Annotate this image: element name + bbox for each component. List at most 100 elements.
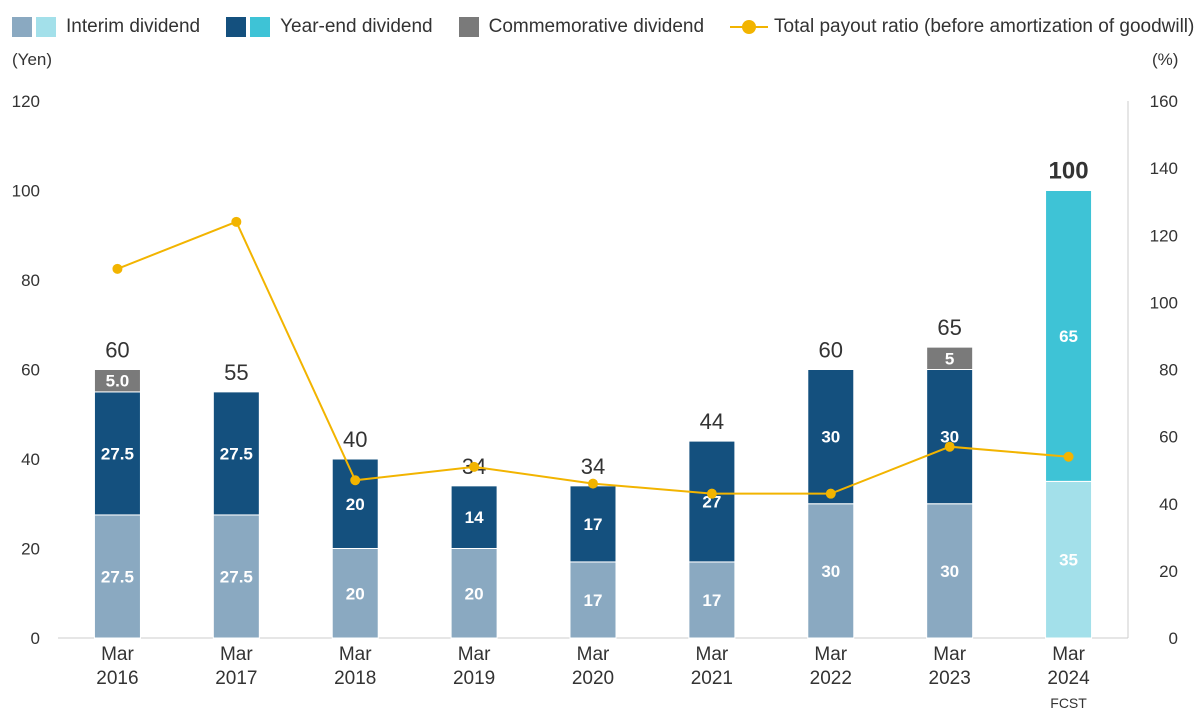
- bar-total-label: 44: [700, 409, 724, 434]
- bar-value-label: 27.5: [220, 444, 253, 463]
- right-tick-label: 100: [1150, 293, 1178, 312]
- bar-total-label: 60: [819, 338, 843, 363]
- bar-interim: [926, 503, 974, 639]
- bar-yearend: [1045, 190, 1093, 482]
- bar-value-label: 20: [346, 495, 365, 514]
- x-tick-label: 2024: [1047, 668, 1090, 689]
- x-tick-label: Mar: [458, 644, 491, 665]
- payout-ratio-point: [350, 475, 361, 486]
- legend-interim-swatch: [12, 17, 32, 37]
- bar-interim: [688, 561, 736, 639]
- bar-commemorative: [926, 346, 974, 370]
- x-tick-label: 2020: [572, 668, 614, 689]
- bar-yearend: [450, 485, 498, 550]
- bar-value-label: 35: [1059, 551, 1078, 570]
- legend-commemorative-swatch: [458, 17, 479, 37]
- left-tick-label: 0: [31, 629, 40, 648]
- left-tick-label: 100: [12, 182, 40, 201]
- x-tick-label: 2023: [929, 668, 971, 689]
- right-tick-label: 80: [1159, 361, 1178, 380]
- payout-ratio-point: [469, 461, 480, 472]
- bar-yearend: [688, 440, 736, 563]
- x-tick-label: Mar: [696, 644, 729, 665]
- left-axis-unit: (Yen): [12, 50, 53, 69]
- x-tick-label: Mar: [933, 644, 966, 665]
- bar-commemorative: [93, 369, 141, 393]
- bar-yearend: [926, 369, 974, 505]
- bar-value-label: 14: [465, 508, 484, 527]
- bar-value-label: 30: [940, 562, 959, 581]
- bar-total-label: 55: [224, 360, 248, 385]
- payout-ratio-point: [825, 488, 836, 499]
- payout-ratio-point: [706, 488, 717, 499]
- right-tick-label: 120: [1150, 226, 1178, 245]
- right-tick-label: 140: [1150, 159, 1178, 178]
- left-tick-label: 80: [21, 271, 40, 290]
- x-tick-label: Mar: [220, 644, 253, 665]
- bar-value-label: 17: [584, 591, 603, 610]
- bar-total-label: 40: [343, 427, 367, 452]
- bar-value-label: 65: [1059, 327, 1078, 346]
- bar-yearend: [807, 369, 855, 505]
- right-tick-label: 0: [1169, 629, 1178, 648]
- bar-value-label: 27.5: [101, 567, 134, 586]
- x-tick-label: Mar: [1052, 644, 1085, 665]
- x-tick-label: Mar: [577, 644, 610, 665]
- legend-payout: Total payout ratio (before amortization …: [730, 16, 1194, 38]
- left-tick-label: 20: [21, 540, 40, 559]
- bar-value-label: 27.5: [220, 567, 253, 586]
- x-tick-label: Mar: [339, 644, 372, 665]
- legend-interim-fcst-swatch: [36, 17, 56, 37]
- x-tick-label: 2022: [810, 668, 852, 689]
- legend-payout-line-icon: [730, 17, 769, 37]
- x-tick-label: 2021: [691, 668, 733, 689]
- legend-yearend: Year-end dividend: [226, 16, 433, 38]
- bar-yearend: [212, 391, 260, 516]
- bar-value-label: 27: [702, 493, 721, 512]
- bar-total-label: 65: [937, 315, 961, 340]
- bar-value-label: 17: [584, 515, 603, 534]
- x-tick-label: 2017: [215, 668, 257, 689]
- legend-interim: Interim dividend: [12, 16, 200, 38]
- left-tick-label: 60: [21, 361, 40, 380]
- legend-yearend-label: Year-end dividend: [280, 16, 433, 37]
- payout-ratio-point: [231, 216, 242, 227]
- payout-ratio-point: [112, 263, 123, 274]
- right-tick-label: 20: [1159, 562, 1178, 581]
- bar-total-label: 100: [1049, 158, 1089, 185]
- bar-interim: [569, 561, 617, 639]
- x-tick-label: 2018: [334, 668, 376, 689]
- x-tick-label: Mar: [814, 644, 847, 665]
- right-tick-label: 160: [1150, 92, 1178, 111]
- bar-value-label: 17: [702, 591, 721, 610]
- right-tick-label: 40: [1159, 495, 1178, 514]
- bar-interim: [807, 503, 855, 639]
- bar-value-label: 27.5: [101, 444, 134, 463]
- bar-value-label: 30: [821, 562, 840, 581]
- right-axis-unit: (%): [1152, 50, 1179, 69]
- x-tick-label: FCST: [1050, 695, 1087, 711]
- legend-yearend-fcst-swatch: [250, 17, 271, 37]
- x-tick-label: 2016: [96, 668, 138, 689]
- bar-value-label: 20: [346, 584, 365, 603]
- payout-ratio-point: [588, 478, 598, 489]
- legend-payout-label: Total payout ratio (before amortization …: [774, 16, 1195, 37]
- bar-value-label: 5: [945, 349, 954, 368]
- legend-yearend-swatch: [226, 17, 247, 37]
- x-tick-label: 2019: [453, 668, 495, 689]
- bar-total-label: 60: [105, 338, 129, 363]
- left-tick-label: 40: [21, 450, 40, 469]
- payout-ratio-point: [944, 441, 955, 452]
- bar-value-label: 30: [940, 428, 959, 447]
- legend-commemorative: Commemorative dividend: [458, 16, 705, 38]
- bar-value-label: 30: [821, 428, 840, 447]
- legend-commemorative-label: Commemorative dividend: [488, 16, 705, 37]
- left-tick-label: 120: [12, 92, 40, 111]
- bar-total-label: 34: [581, 454, 605, 479]
- bar-interim: [1045, 480, 1093, 639]
- bar-value-label: 5.0: [106, 372, 130, 391]
- bar-yearend: [331, 458, 379, 549]
- bar-value-label: 20: [465, 584, 484, 603]
- legend-interim-label: Interim dividend: [66, 16, 201, 37]
